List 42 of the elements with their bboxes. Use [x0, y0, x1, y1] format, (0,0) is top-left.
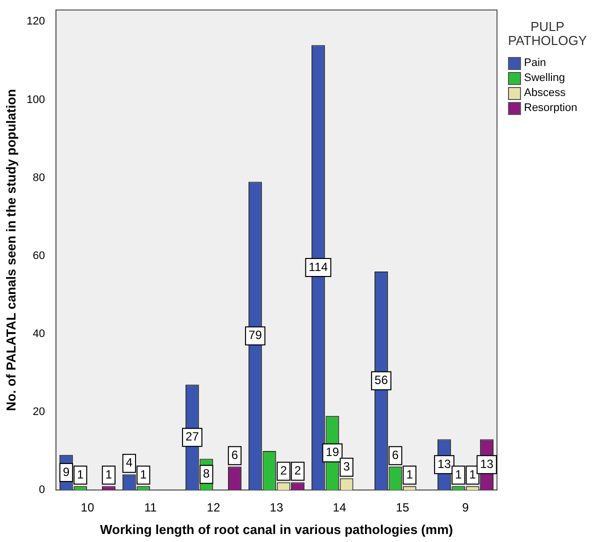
data-label: 9 [62, 464, 70, 479]
legend-label: Resorption [524, 102, 578, 114]
x-tick-label: 15 [396, 500, 410, 515]
x-tick-label: 13 [270, 500, 284, 515]
data-label: 79 [248, 328, 262, 342]
legend-title: PULP PATHOLOGY [507, 19, 588, 49]
y-tick-label: 40 [32, 328, 45, 340]
data-label: 13 [438, 456, 452, 471]
y-tick-label: 80 [32, 172, 45, 184]
x-tick-label: 12 [206, 500, 220, 515]
y-tick-label: 100 [26, 94, 45, 106]
x-tick-label: 9 [462, 500, 470, 515]
data-label: 19 [326, 445, 340, 460]
data-label: 8 [203, 466, 210, 481]
legend-label: Pain [524, 57, 546, 70]
x-axis-title: Working length of root canal in various pathologies (mm) [100, 522, 453, 537]
data-label: 13 [480, 456, 494, 471]
data-label: 1 [77, 467, 84, 482]
data-label: 3 [343, 460, 350, 474]
y-tick-label: 120 [26, 16, 45, 28]
data-label: 1 [140, 467, 148, 482]
data-label: 114 [308, 260, 328, 274]
data-label: 1 [469, 467, 476, 482]
legend-label: Abscess [524, 87, 566, 100]
data-label: 2 [294, 464, 302, 478]
data-label: 27 [186, 430, 200, 444]
data-label: 1 [455, 467, 462, 482]
data-label: 1 [406, 467, 414, 482]
data-label: 6 [392, 448, 400, 462]
data-label: 6 [231, 448, 238, 462]
x-tick-label: 11 [144, 500, 158, 515]
x-tick-label: 10 [80, 500, 94, 515]
y-tick-label: 0 [38, 484, 45, 496]
legend-label: Swelling [524, 72, 565, 84]
data-label: 56 [374, 373, 388, 388]
data-label: 4 [126, 456, 133, 470]
y-tick-label: 20 [32, 406, 45, 418]
y-tick-label: 60 [32, 250, 45, 262]
data-label: 1 [105, 467, 112, 482]
data-label: 2 [280, 464, 288, 478]
y-axis-title: No. of PALATAL canals seen in the study population [3, 88, 18, 411]
x-tick-label: 14 [332, 500, 346, 515]
